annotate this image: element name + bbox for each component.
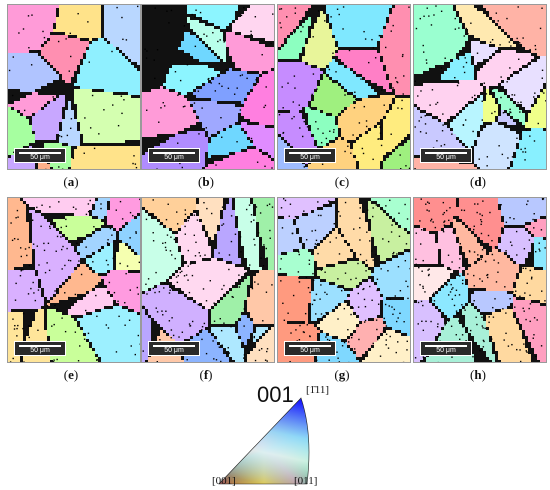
caption-b: (b) bbox=[186, 174, 226, 190]
ebsd-map-e: 50 μm bbox=[7, 197, 141, 363]
grain-map-g bbox=[278, 198, 410, 362]
ebsd-map-f: 50 μm bbox=[141, 197, 275, 363]
ipf-corner-top: [1̄11] bbox=[306, 384, 329, 396]
ebsd-map-g: 50 μm bbox=[277, 197, 411, 363]
grain-map-e bbox=[8, 198, 140, 362]
ebsd-map-d: 50 μm bbox=[413, 4, 547, 170]
grain-map-c bbox=[278, 5, 410, 169]
scale-bar: 50 μm bbox=[14, 341, 66, 356]
grain-map-d bbox=[414, 5, 546, 169]
caption-c: (c) bbox=[322, 174, 362, 190]
caption-h: (h) bbox=[458, 367, 498, 383]
caption-g: (g) bbox=[322, 367, 362, 383]
grain-map-b bbox=[142, 5, 274, 169]
scale-bar: 50 μm bbox=[148, 148, 200, 163]
ebsd-map-c: 50 μm bbox=[277, 4, 411, 170]
ipf-corner-right: [011] bbox=[294, 475, 317, 487]
scale-bar: 50 μm bbox=[420, 148, 472, 163]
ipf-corner-left: [001] bbox=[212, 475, 236, 487]
caption-e: (e) bbox=[51, 367, 91, 383]
scale-bar: 50 μm bbox=[284, 341, 336, 356]
ipf-legend-title: 001 bbox=[257, 382, 294, 408]
grain-map-a bbox=[8, 5, 140, 169]
scale-bar: 50 μm bbox=[14, 148, 66, 163]
ipf-color-triangle bbox=[218, 397, 310, 485]
scale-bar: 50 μm bbox=[148, 341, 200, 356]
scale-bar: 50 μm bbox=[420, 341, 472, 356]
scale-bar: 50 μm bbox=[284, 148, 336, 163]
ebsd-map-a: 50 μm bbox=[7, 4, 141, 170]
caption-a: (a) bbox=[51, 174, 91, 190]
ebsd-map-b: 50 μm bbox=[141, 4, 275, 170]
ebsd-map-h: 50 μm bbox=[413, 197, 547, 363]
grain-map-f bbox=[142, 198, 274, 362]
grain-map-h bbox=[414, 198, 546, 362]
caption-f: (f) bbox=[186, 367, 226, 383]
caption-d: (d) bbox=[458, 174, 498, 190]
